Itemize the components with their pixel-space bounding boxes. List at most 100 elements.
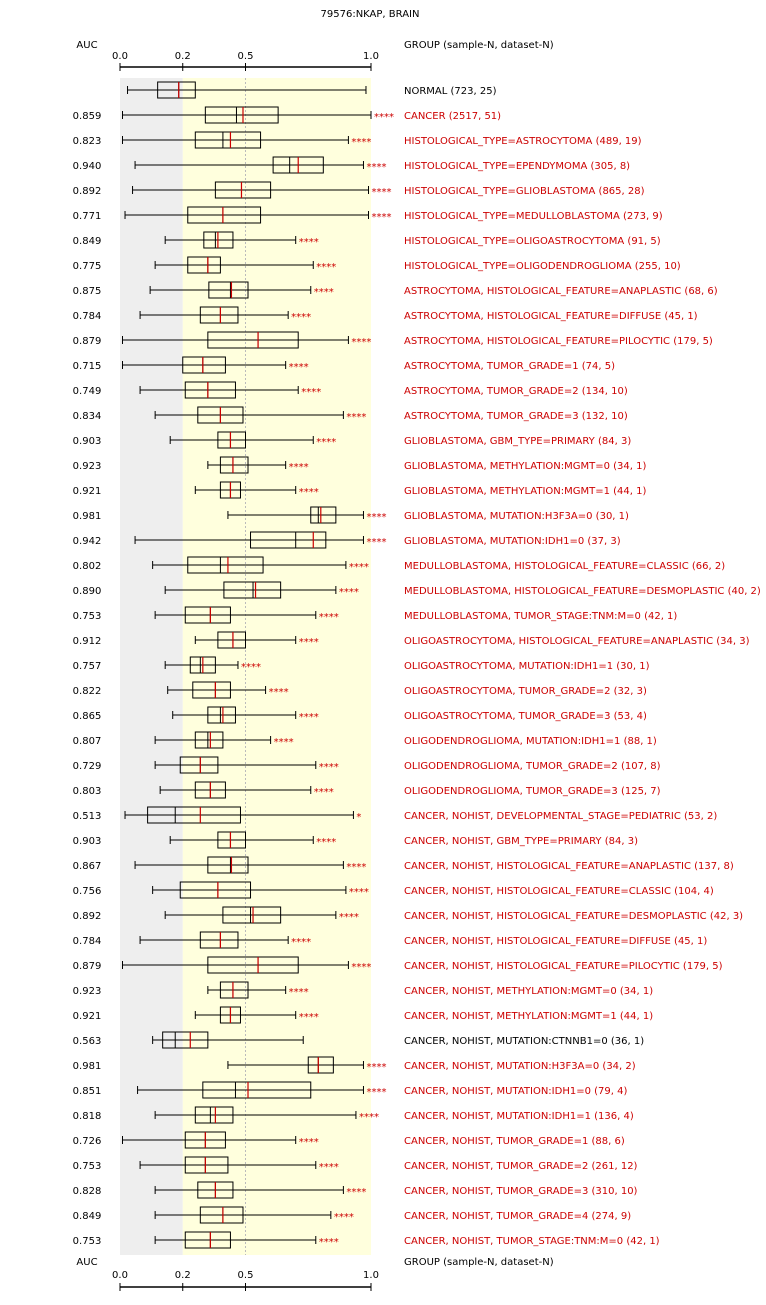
group-label: CANCER, NOHIST, METHYLATION:MGMT=0 (34, …: [404, 986, 653, 997]
group-label: NORMAL (723, 25): [404, 86, 497, 97]
row-8: 0.875 **** ASTROCYTOMA, HISTOLOGICAL_FEATU…: [73, 281, 718, 299]
significance-stars: ****: [339, 587, 359, 598]
row-3: 0.940 **** HISTOLOGICAL_TYPE=EPENDYMOMA (3…: [73, 156, 630, 174]
significance-stars: *: [356, 812, 361, 823]
significance-stars: ****: [299, 1137, 319, 1148]
group-label: CANCER, NOHIST, MUTATION:IDH1=1 (136, 4): [404, 1111, 634, 1122]
group-label: GLIOBLASTOMA, MUTATION:H3F3A=0 (30, 1): [404, 511, 629, 522]
box: [223, 581, 282, 599]
row-43: 0.753 **** CANCER, NOHIST, TUMOR_GRADE=2 (…: [73, 1156, 638, 1174]
group-label: HISTOLOGICAL_TYPE=OLIGODENDROGLIOMA (255…: [404, 261, 681, 272]
significance-stars: ****: [349, 562, 369, 573]
row-2: 0.823 **** HISTOLOGICAL_TYPE=ASTROCYTOMA (…: [73, 131, 642, 149]
auc-value: 0.923: [73, 986, 102, 997]
row-38: 0.563 CANCER, NOHIST, MUTATION:CTNNB1=0 (…: [73, 1031, 644, 1049]
row-27: 0.729 **** OLIGODENDROGLIOMA, TUMOR_GRADE=…: [73, 756, 661, 774]
auc-value: 0.784: [73, 936, 102, 947]
row-14: 0.903 **** GLIOBLASTOMA, GBM_TYPE=PRIMARY …: [73, 431, 631, 449]
significance-stars: ****: [301, 387, 321, 398]
box: [207, 331, 299, 349]
significance-stars: ****: [316, 262, 336, 273]
significance-stars: ****: [289, 987, 309, 998]
box: [194, 731, 224, 749]
x-tick-label-bottom-0: 0.0: [112, 1270, 128, 1281]
group-label: HISTOLOGICAL_TYPE=MEDULLOBLASTOMA (273, …: [404, 211, 663, 222]
auc-value: 0.753: [73, 1161, 102, 1172]
group-label: CANCER, NOHIST, MUTATION:CTNNB1=0 (36, 1…: [404, 1036, 644, 1047]
row-37: 0.921 **** CANCER, NOHIST, METHYLATION:MGM…: [73, 1006, 653, 1024]
row-21: 0.753 **** MEDULLOBLASTOMA, TUMOR_STAGE:TN…: [73, 606, 677, 624]
significance-stars: ****: [366, 537, 386, 548]
group-label: ASTROCYTOMA, TUMOR_GRADE=1 (74, 5): [404, 361, 615, 372]
group-label: CANCER, NOHIST, TUMOR_GRADE=2 (261, 12): [404, 1161, 638, 1172]
box: [179, 881, 252, 899]
auc-value: 0.942: [73, 536, 102, 547]
significance-stars: ****: [349, 887, 369, 898]
auc-value: 0.912: [73, 636, 102, 647]
x-tick-label-top-2: 0.5: [238, 51, 254, 62]
significance-stars: ****: [299, 712, 319, 723]
box: [217, 831, 246, 849]
row-28: 0.803 **** OLIGODENDROGLIOMA, TUMOR_GRADE=…: [73, 781, 661, 799]
row-42: 0.726 **** CANCER, NOHIST, TUMOR_GRADE=1 (…: [73, 1131, 625, 1149]
box: [204, 106, 279, 124]
significance-stars: ****: [334, 1212, 354, 1223]
auc-value: 0.849: [73, 1211, 102, 1222]
group-label: ASTROCYTOMA, TUMOR_GRADE=2 (134, 10): [404, 386, 628, 397]
row-30: 0.903 **** CANCER, NOHIST, GBM_TYPE=PRIMAR…: [73, 831, 638, 849]
auc-value: 0.753: [73, 611, 102, 622]
auc-value: 0.903: [73, 836, 102, 847]
significance-stars: ****: [299, 487, 319, 498]
group-label: ASTROCYTOMA, HISTOLOGICAL_FEATURE=PILOCY…: [404, 336, 713, 347]
x-tick-label-bottom-3: 1.0: [363, 1270, 379, 1281]
auc-value: 0.903: [73, 436, 102, 447]
auc-value: 0.784: [73, 311, 102, 322]
significance-stars: ****: [366, 512, 386, 523]
row-25: 0.865 **** OLIGOASTROCYTOMA, TUMOR_GRADE=3…: [73, 706, 647, 724]
row-31: 0.867 **** CANCER, NOHIST, HISTOLOGICAL_FE…: [73, 856, 734, 874]
group-label: ASTROCYTOMA, HISTOLOGICAL_FEATURE=ANAPLA…: [404, 286, 718, 297]
row-15: 0.923 **** GLIOBLASTOMA, METHYLATION:MGMT=…: [73, 456, 647, 474]
row-19: 0.802 **** MEDULLOBLASTOMA, HISTOLOGICAL_F…: [73, 556, 725, 574]
x-tick-label-bottom-1: 0.2: [175, 1270, 191, 1281]
significance-stars: ****: [346, 412, 366, 423]
group-label: CANCER, NOHIST, HISTOLOGICAL_FEATURE=ANA…: [404, 861, 734, 872]
box: [199, 1206, 244, 1224]
row-16: 0.921 **** GLIOBLASTOMA, METHYLATION:MGMT=…: [73, 481, 647, 499]
auc-value: 0.715: [73, 361, 102, 372]
significance-stars: ****: [374, 112, 394, 123]
row-13: 0.834 **** ASTROCYTOMA, TUMOR_GRADE=3 (132…: [73, 406, 628, 424]
significance-stars: ****: [359, 1112, 379, 1123]
group-header-top: GROUP (sample-N, dataset-N): [404, 40, 554, 51]
auc-value: 0.802: [73, 561, 102, 572]
auc-value: 0.822: [73, 686, 102, 697]
significance-stars: ****: [366, 1087, 386, 1098]
row-20: 0.890 **** MEDULLOBLASTOMA, HISTOLOGICAL_F…: [73, 581, 761, 599]
x-tick-label-top-1: 0.2: [175, 51, 191, 62]
significance-stars: ****: [289, 362, 309, 373]
box: [222, 906, 282, 924]
significance-stars: ****: [366, 162, 386, 173]
box: [194, 1106, 234, 1124]
box: [250, 531, 327, 549]
group-label: OLIGOASTROCYTOMA, MUTATION:IDH1=1 (30, 1…: [404, 661, 650, 672]
significance-stars: ****: [241, 662, 261, 673]
auc-value: 0.940: [73, 161, 102, 172]
group-label: CANCER, NOHIST, MUTATION:H3F3A=0 (34, 2): [404, 1061, 636, 1072]
auc-value: 0.981: [73, 1061, 102, 1072]
box: [147, 806, 241, 824]
group-label: OLIGOASTROCYTOMA, TUMOR_GRADE=3 (53, 4): [404, 711, 647, 722]
significance-stars: ****: [351, 962, 371, 973]
row-12: 0.749 **** ASTROCYTOMA, TUMOR_GRADE=2 (134…: [73, 381, 628, 399]
group-label: OLIGODENDROGLIOMA, TUMOR_GRADE=3 (125, 7…: [404, 786, 661, 797]
significance-stars: ****: [339, 912, 359, 923]
auc-value: 0.828: [73, 1186, 102, 1197]
auc-value: 0.729: [73, 761, 102, 772]
row-41: 0.818 **** CANCER, NOHIST, MUTATION:IDH1=1…: [73, 1106, 634, 1124]
significance-stars: ****: [289, 462, 309, 473]
row-35: 0.879 **** CANCER, NOHIST, HISTOLOGICAL_FE…: [73, 956, 723, 974]
group-label: CANCER, NOHIST, MUTATION:IDH1=0 (79, 4): [404, 1086, 627, 1097]
x-tick-label-top-3: 1.0: [363, 51, 379, 62]
significance-stars: ****: [319, 762, 339, 773]
